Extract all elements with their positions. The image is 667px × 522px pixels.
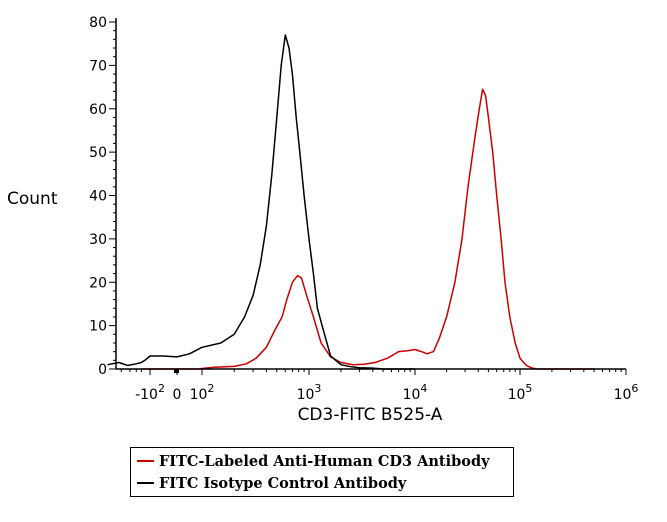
legend-item-cd3: FITC-Labeled Anti-Human CD3 Antibody <box>137 451 490 471</box>
y-tick-label: 20 <box>89 275 107 291</box>
x-axis-title: CD3-FITC B525-A <box>298 405 443 425</box>
axes: 0 10 20 30 40 50 60 70 80 -102 0 102 103 104 105 106 <box>89 15 638 403</box>
zero-marker <box>174 369 179 373</box>
x-tick-label: 102 <box>190 382 215 403</box>
x-tick-label: 106 <box>614 382 639 403</box>
y-tick-label: 0 <box>98 362 107 378</box>
x-tick-label: 103 <box>297 382 322 403</box>
series-line-cd3 <box>141 88 595 370</box>
y-tick-label: 40 <box>89 189 107 205</box>
y-tick-label: 10 <box>89 319 107 335</box>
series-layer <box>107 34 595 370</box>
histogram-plot: 0 10 20 30 40 50 60 70 80 -102 0 102 103 104 105 106 Co… <box>7 15 638 425</box>
x-tick-label: 105 <box>508 382 533 403</box>
legend-label: FITC-Labeled Anti-Human CD3 Antibody <box>159 452 490 470</box>
legend-swatch-red <box>137 460 154 462</box>
y-tick-label: 50 <box>89 145 107 161</box>
legend-item-isotype: FITC Isotype Control Antibody <box>137 473 406 493</box>
y-tick-label: 60 <box>89 102 107 118</box>
x-tick-label: -102 <box>135 382 165 403</box>
y-tick-label: 30 <box>89 232 107 248</box>
y-axis-title: Count <box>7 189 58 209</box>
legend: FITC-Labeled Anti-Human CD3 Antibody FIT… <box>130 447 514 497</box>
y-tick-label: 70 <box>89 58 107 74</box>
series-line-isotype <box>107 34 415 370</box>
legend-swatch-black <box>137 482 154 484</box>
legend-label: FITC Isotype Control Antibody <box>159 474 407 492</box>
x-tick-label: 0 <box>173 387 182 403</box>
y-tick-label: 80 <box>89 15 107 31</box>
x-tick-label: 104 <box>403 382 428 403</box>
